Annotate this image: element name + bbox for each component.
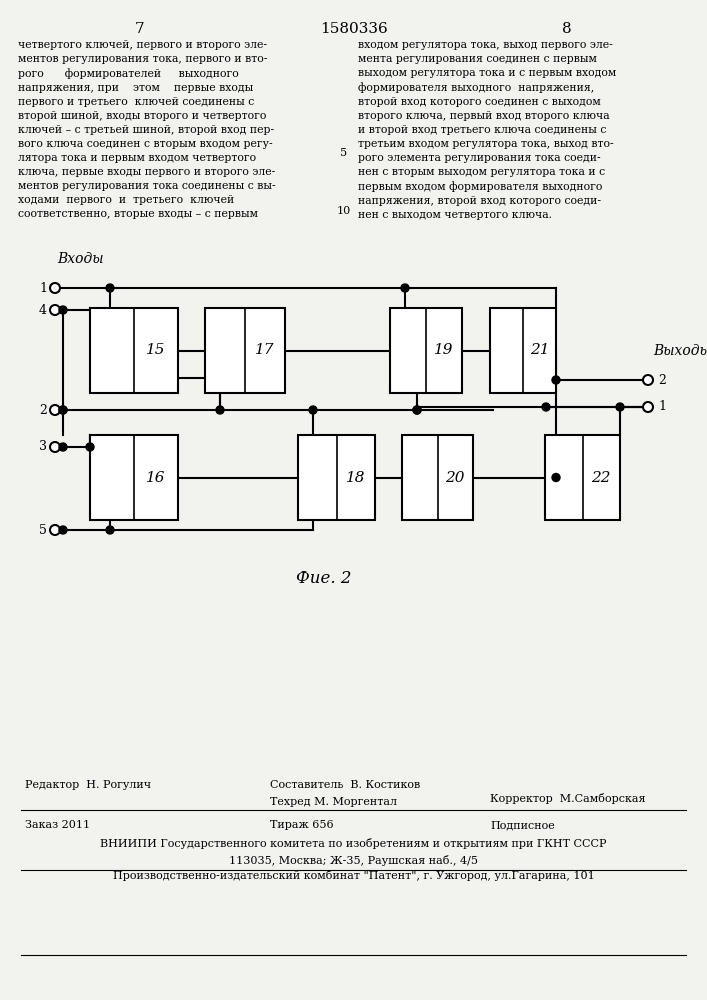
Circle shape: [413, 406, 421, 414]
Circle shape: [86, 443, 94, 451]
Text: 18: 18: [346, 471, 366, 485]
Text: 8: 8: [562, 22, 572, 36]
Circle shape: [216, 406, 224, 414]
Text: Заказ 2011: Заказ 2011: [25, 820, 90, 830]
Text: 5: 5: [39, 524, 47, 536]
Text: Техред М. Моргентал: Техред М. Моргентал: [270, 797, 397, 807]
Circle shape: [50, 442, 60, 452]
Circle shape: [59, 443, 67, 451]
Bar: [90, 435, 178, 520]
Text: 22: 22: [592, 471, 611, 485]
Text: 7: 7: [135, 22, 145, 36]
Text: 15: 15: [146, 344, 165, 358]
Circle shape: [552, 474, 560, 482]
Bar: [390, 308, 462, 393]
Text: 1580336: 1580336: [320, 22, 387, 36]
Circle shape: [59, 526, 67, 534]
Text: 1: 1: [658, 400, 666, 414]
Circle shape: [106, 284, 114, 292]
Text: 113035, Москва; Ж-35, Раушская наб., 4/5: 113035, Москва; Ж-35, Раушская наб., 4/5: [229, 855, 478, 866]
Text: 4: 4: [39, 304, 47, 316]
Text: 2: 2: [39, 403, 47, 416]
Text: четвертого ключей, первого и второго эле-
ментов регулирования тока, первого и в: четвертого ключей, первого и второго эле…: [18, 40, 276, 219]
Text: 17: 17: [255, 344, 275, 358]
Bar: [298, 435, 375, 520]
Bar: [490, 308, 556, 393]
Text: Составитель  В. Костиков: Составитель В. Костиков: [270, 780, 420, 790]
Text: 19: 19: [434, 344, 454, 358]
Text: 21: 21: [530, 344, 549, 358]
Circle shape: [616, 403, 624, 411]
Text: Редактор  Н. Рогулич: Редактор Н. Рогулич: [25, 780, 151, 790]
Text: входом регулятора тока, выход первого эле-
мента регулирования соединен с первым: входом регулятора тока, выход первого эл…: [358, 40, 617, 220]
Text: Подписное: Подписное: [490, 820, 555, 830]
Text: Корректор  М.Самборская: Корректор М.Самборская: [490, 793, 645, 804]
Circle shape: [643, 375, 653, 385]
Bar: [545, 435, 620, 520]
Text: ВНИИПИ Государственного комитета по изобретениям и открытиям при ГКНТ СССР: ВНИИПИ Государственного комитета по изоб…: [100, 838, 607, 849]
Bar: [90, 308, 178, 393]
Text: Выходы: Выходы: [653, 344, 707, 358]
Text: 20: 20: [445, 471, 465, 485]
Text: 1: 1: [39, 282, 47, 294]
Circle shape: [401, 284, 409, 292]
Text: 16: 16: [146, 471, 165, 485]
Text: Тираж 656: Тираж 656: [270, 820, 334, 830]
Circle shape: [59, 406, 67, 414]
Circle shape: [59, 406, 67, 414]
Bar: [402, 435, 473, 520]
Circle shape: [413, 406, 421, 414]
Circle shape: [106, 526, 114, 534]
Circle shape: [309, 406, 317, 414]
Text: 5: 5: [341, 148, 348, 158]
Circle shape: [552, 376, 560, 384]
Circle shape: [50, 305, 60, 315]
Circle shape: [643, 402, 653, 412]
Circle shape: [50, 283, 60, 293]
Text: 3: 3: [39, 440, 47, 454]
Circle shape: [50, 525, 60, 535]
Circle shape: [59, 306, 67, 314]
Bar: [205, 308, 285, 393]
Circle shape: [542, 403, 550, 411]
Text: Фие. 2: Фие. 2: [296, 570, 351, 587]
Text: Входы: Входы: [57, 252, 103, 266]
Text: Производственно-издательский комбинат "Патент", г. Ужгород, ул.Гагарина, 101: Производственно-издательский комбинат "П…: [112, 870, 595, 881]
Text: 2: 2: [658, 373, 666, 386]
Circle shape: [50, 405, 60, 415]
Text: 10: 10: [337, 206, 351, 216]
